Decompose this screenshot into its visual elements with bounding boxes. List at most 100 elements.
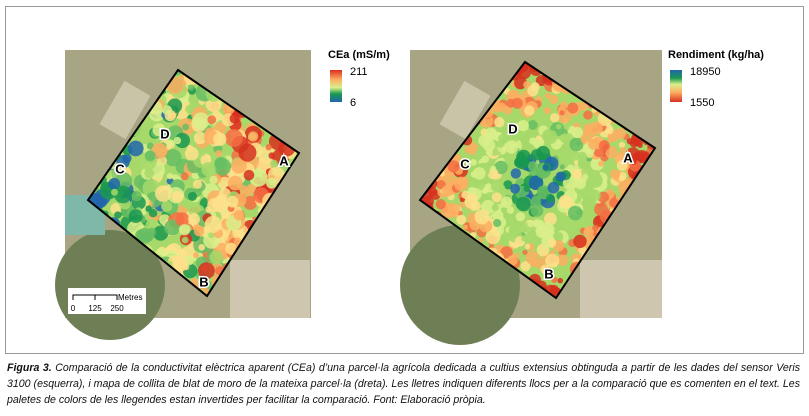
map-blob [207,115,217,125]
map-blob [598,140,610,152]
map-blob [625,147,641,163]
map-blob [185,104,194,114]
map-blob [459,197,465,203]
caption-text: Comparació de la conductivitat elèctrica… [7,362,800,406]
scale-line [72,294,118,300]
map-blob [549,284,559,294]
legend-max: 18950 [690,66,721,78]
map-blob [233,210,245,221]
scale-tick: 0 [71,304,76,313]
map-blob [182,123,190,131]
legend-max: 211 [350,66,368,78]
map-blob [462,224,468,230]
map-blob [166,172,174,180]
map-blob [435,198,446,210]
map-blob [175,212,190,227]
map-blob [146,142,154,150]
map-blob [198,244,206,251]
map-blob [231,158,247,174]
map-blob [559,133,570,143]
map-blob [516,149,532,165]
map-blob [536,145,551,160]
map-blob [184,146,199,161]
map-blob [187,84,195,91]
map-blob [171,190,184,203]
map-blob [108,177,121,190]
legend-title: CEa (mS/m) [328,49,390,61]
map-blob [561,215,573,228]
map-blob [569,137,584,152]
map-blob [567,102,579,114]
map-blob [497,102,507,112]
map-blob [506,219,513,226]
caption-label: Figura 3. [7,362,52,374]
map-blob [592,224,599,232]
map-blob [198,262,215,280]
map-blob [209,250,224,265]
map-blob [174,132,190,149]
map-blob [536,135,542,141]
legend-min: 6 [350,97,356,109]
map-blob [453,176,469,191]
scale-tick: 250 [110,304,124,313]
map-blob [605,125,614,135]
map-blob [144,150,156,162]
map-blob [523,185,531,192]
map-blob [577,218,583,225]
map-blob [474,149,483,158]
map-blob [238,143,257,162]
map-blob [180,172,189,181]
map-blob [127,140,144,157]
map-blob [500,196,513,208]
map-blob [208,232,215,239]
map-blob [491,203,499,212]
legend-title: Rendiment (kg/ha) [668,49,764,61]
map-blob [559,164,565,170]
map-blob [587,173,603,188]
map-blob [467,193,478,204]
map-blob [527,161,538,172]
map-blob [583,228,591,236]
map-blob [488,129,497,138]
map-blob [532,137,545,149]
map-blob [213,132,227,146]
field-outline [86,68,301,298]
map-blob [225,242,238,255]
map-blob [552,262,558,268]
map-blob [556,254,569,266]
map-blob [226,195,239,208]
map-blob [576,151,588,163]
map-blob [461,190,470,199]
map-blob [527,119,538,130]
map-blob [506,206,515,214]
map-blob [582,174,589,180]
map-blob [516,196,531,212]
site-label: A [279,153,289,168]
map-blob [201,161,216,177]
map-blob [573,234,587,249]
map-blob [598,160,605,167]
map-blob [560,101,568,110]
figure: A B C D A B C D Metres 0 125 250 CEa (mS… [55,49,764,345]
scale-unit: Metres [118,293,142,302]
site-label: C [115,161,125,176]
map-blob [498,133,509,144]
map-blob [515,212,526,222]
map-blob [510,168,522,179]
site-label: C [460,156,470,171]
map-blob [187,191,197,201]
map-blob [491,192,502,203]
map-blob [534,111,548,125]
map-blob [522,249,528,255]
map-blob [540,264,550,275]
map-blob [550,113,560,123]
map-blob [173,136,182,145]
map-blob [510,183,521,194]
map-blob [162,105,173,116]
field-outline [418,60,657,300]
map-blob [111,188,119,196]
map-blob [524,243,531,250]
site-label: D [160,126,169,141]
map-blob [616,160,628,171]
map-blob [614,127,626,140]
